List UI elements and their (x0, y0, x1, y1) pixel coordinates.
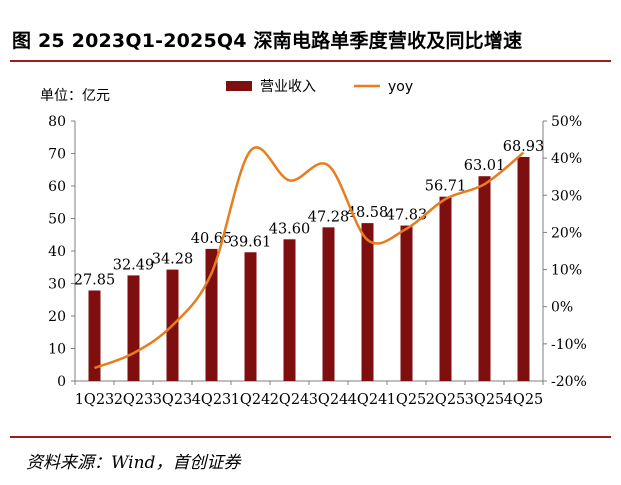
revenue-data-label: 43.60 (269, 221, 311, 237)
left-tick-label: 50 (48, 212, 66, 228)
x-tick-label: 3Q23 (153, 392, 193, 408)
x-tick-label: 1Q24 (231, 392, 271, 408)
x-tick-label: 1Q23 (75, 392, 115, 408)
x-tick-label: 2Q25 (426, 392, 466, 408)
left-tick-label: 30 (48, 277, 66, 293)
figure-title: 图 25 2023Q1-2025Q4 深南电路单季度营收及同比增速 (12, 30, 523, 52)
legend-label-yoy: yoy (388, 79, 413, 95)
right-tick-label: 0% (551, 300, 573, 316)
right-tick-label: -10% (551, 337, 587, 353)
x-tick-label: 4Q24 (348, 392, 388, 408)
left-tick-label: 10 (48, 342, 66, 358)
right-tick-label: 40% (551, 151, 582, 167)
left-tick-label: 70 (48, 147, 66, 163)
revenue-bar (127, 275, 140, 381)
revenue-bar (283, 239, 296, 381)
legend-label-revenue: 营业收入 (260, 79, 316, 95)
x-tick-label: 2Q23 (114, 392, 154, 408)
right-tick-label: 50% (551, 114, 582, 130)
revenue-bar (244, 252, 257, 381)
revenue-bar (88, 290, 101, 381)
revenue-data-label: 40.65 (191, 231, 233, 247)
x-tick-label: 4Q25 (504, 392, 544, 408)
right-tick-label: 10% (551, 263, 582, 279)
revenue-bar (400, 225, 413, 381)
left-tick-label: 20 (48, 309, 66, 325)
revenue-data-label: 27.85 (74, 272, 116, 288)
right-tick-label: -20% (551, 374, 587, 390)
revenue-data-label: 34.28 (152, 252, 194, 268)
revenue-bar (517, 156, 530, 381)
revenue-bar (205, 248, 218, 381)
revenue-data-label: 68.93 (503, 139, 545, 155)
x-tick-label: 3Q25 (465, 392, 505, 408)
x-tick-label: 2Q24 (270, 392, 310, 408)
source-divider (10, 436, 611, 438)
legend-swatch-revenue (226, 81, 252, 91)
yoy-line (94, 146, 525, 370)
left-tick-label: 80 (48, 114, 66, 130)
revenue-data-label: 48.58 (347, 205, 389, 221)
source-note: 资料来源：Wind，首创证券 (26, 453, 241, 473)
revenue-bar (439, 196, 452, 381)
left-tick-label: 0 (57, 374, 66, 390)
right-tick-label: 30% (551, 188, 582, 204)
title-divider (10, 60, 611, 62)
revenue-bar (478, 176, 491, 381)
revenue-data-label: 32.49 (113, 257, 155, 273)
left-tick-label: 60 (48, 179, 66, 195)
revenue-data-label: 39.61 (230, 234, 272, 250)
revenue-bar (361, 223, 374, 381)
revenue-data-label: 47.28 (308, 209, 350, 225)
revenue-bar (322, 227, 335, 381)
right-tick-label: 20% (551, 225, 582, 241)
x-tick-label: 4Q23 (192, 392, 232, 408)
x-tick-label: 1Q25 (387, 392, 427, 408)
revenue-data-label: 56.71 (425, 179, 467, 195)
revenue-data-label: 47.83 (386, 208, 428, 224)
left-tick-label: 40 (48, 244, 66, 260)
x-tick-label: 3Q24 (309, 392, 349, 408)
unit-label: 单位：亿元 (40, 88, 110, 104)
revenue-data-label: 63.01 (464, 158, 506, 174)
